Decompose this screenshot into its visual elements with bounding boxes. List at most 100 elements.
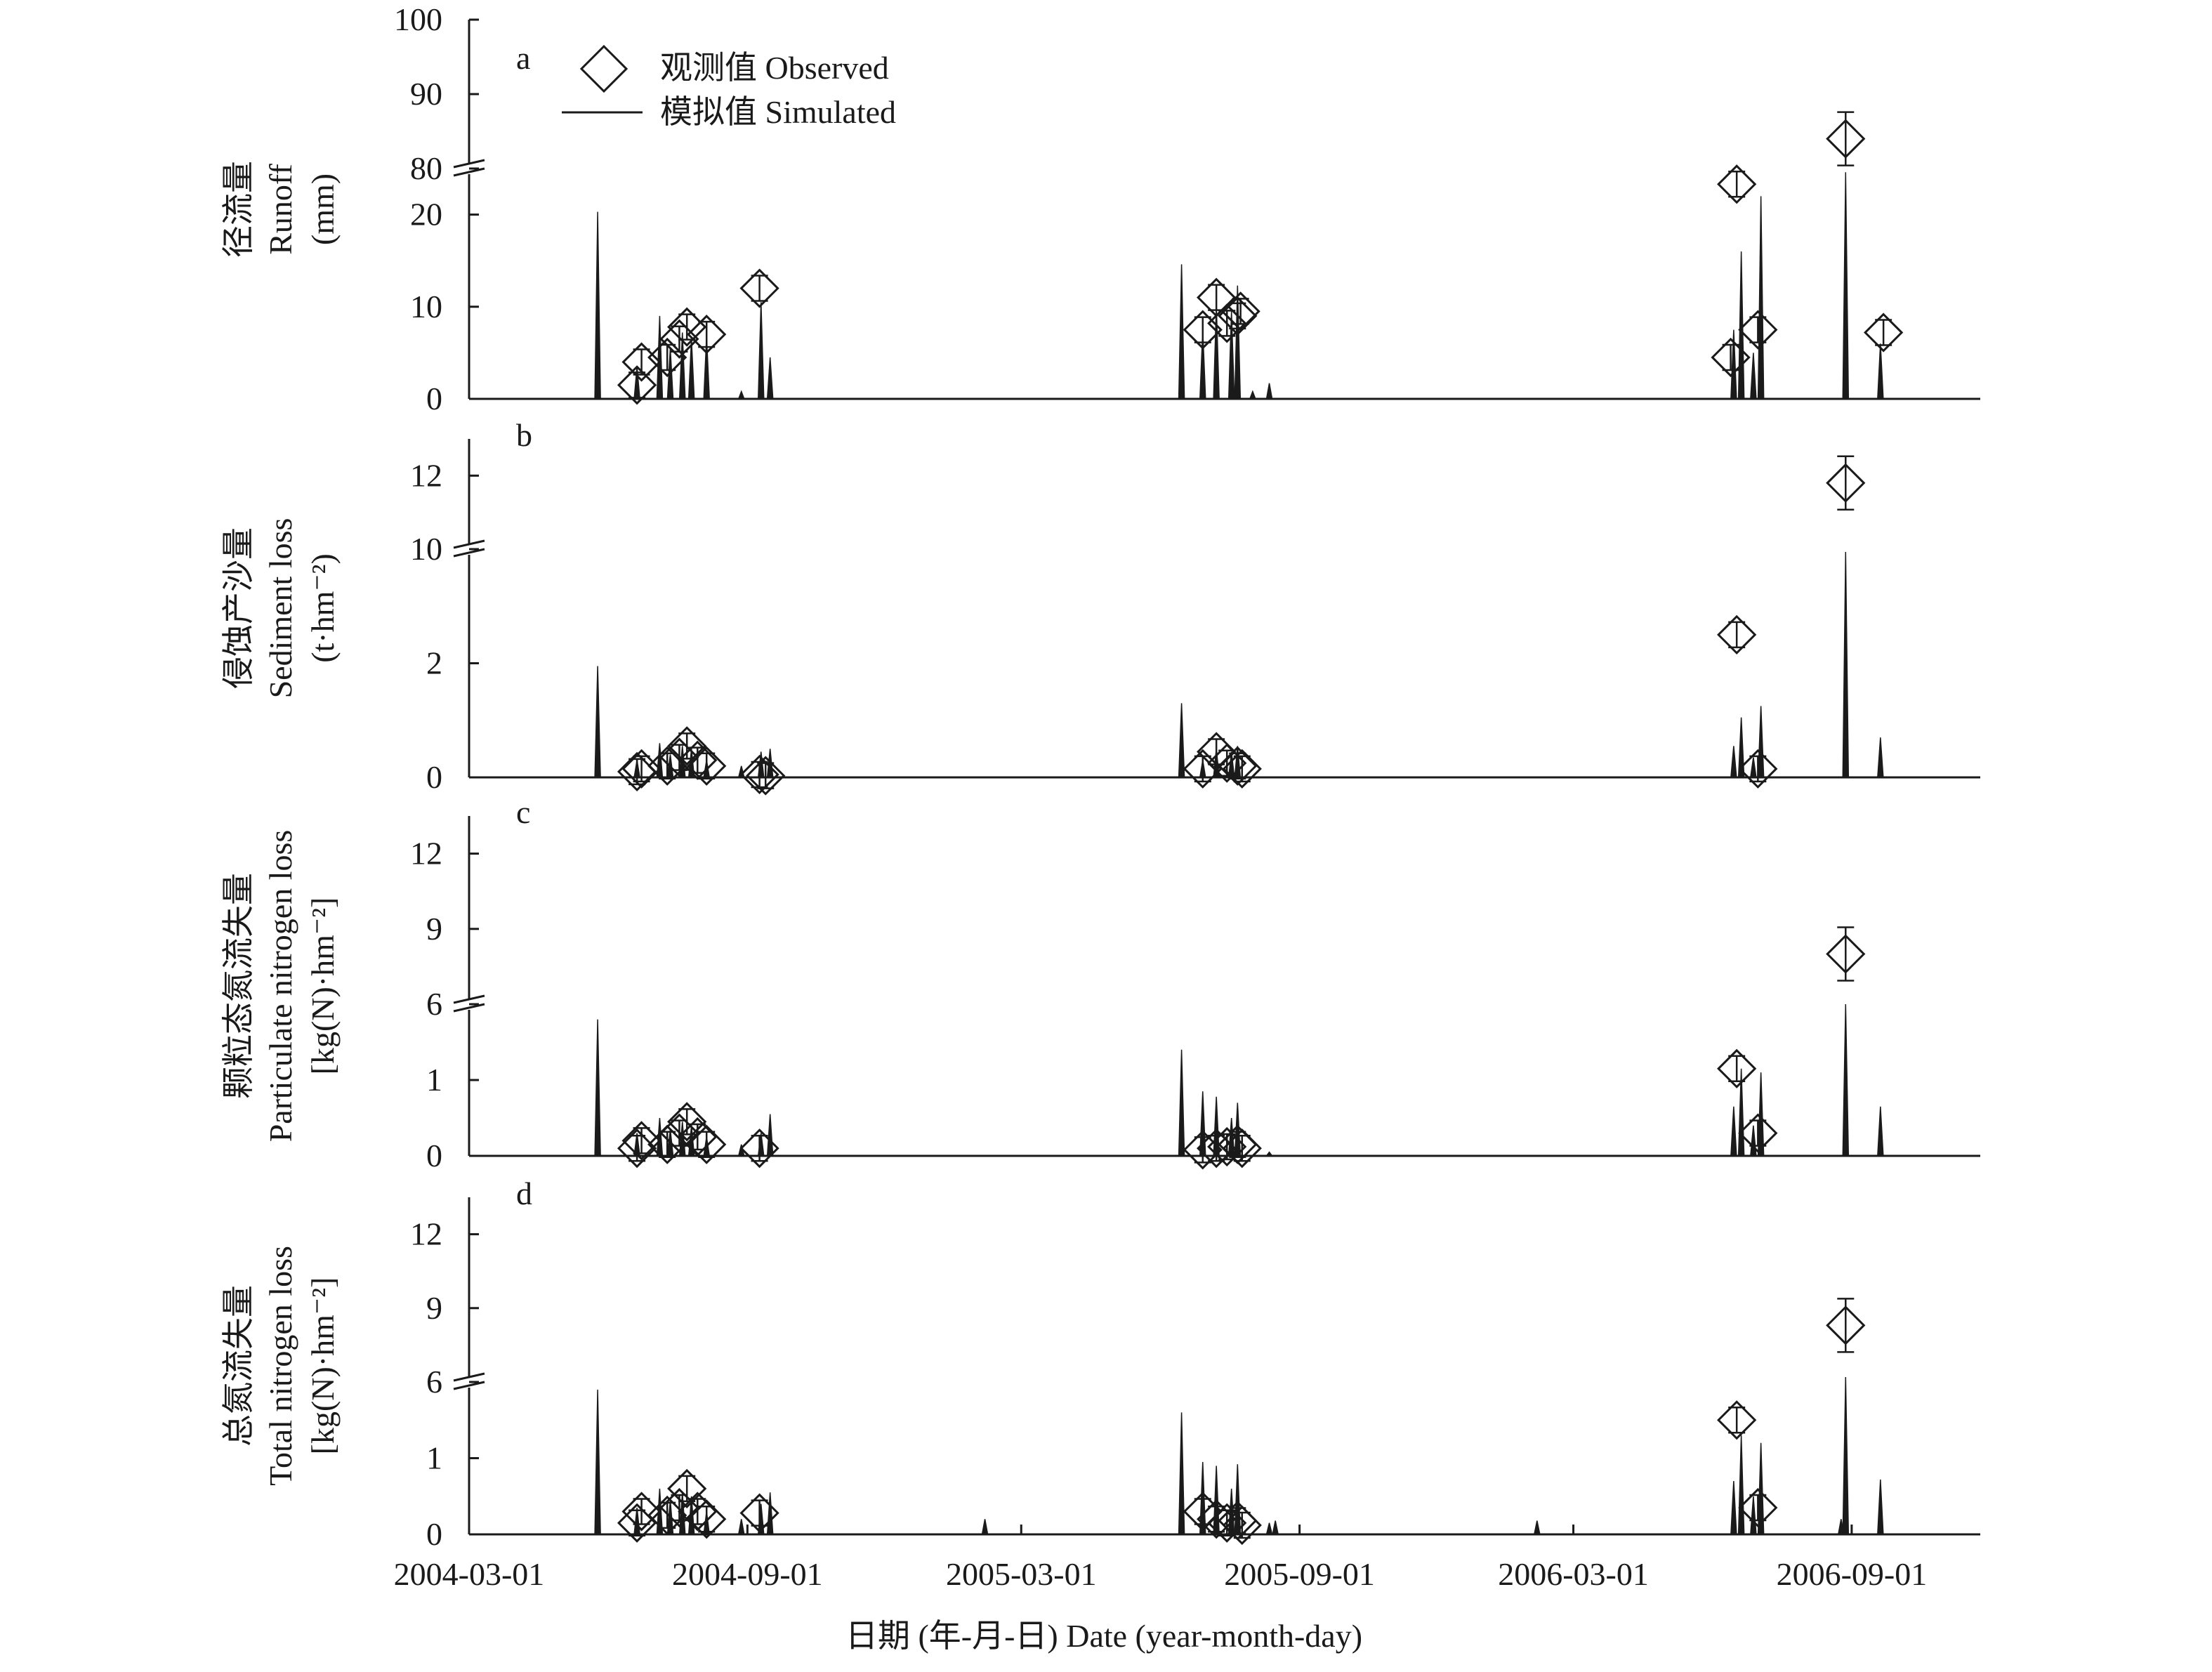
simulated-spike [1750, 757, 1757, 778]
simulated-spike [678, 332, 686, 400]
observed-point [1218, 296, 1258, 336]
observed-point [1826, 463, 1866, 503]
observed-point [1183, 1492, 1223, 1532]
observed-point [1738, 310, 1778, 350]
observed-point [687, 1124, 727, 1164]
simulated-spike [1730, 1481, 1737, 1535]
observed-point [1183, 749, 1223, 789]
observed-point [1826, 1305, 1866, 1345]
simulated-spike [1757, 1442, 1765, 1535]
observed-point [1738, 749, 1778, 789]
observed-point [687, 746, 727, 786]
observed-point [1222, 749, 1262, 789]
y-axis-label: Sediment loss [263, 518, 298, 699]
panel-d: 0 1 6 9 12 d 总氮流失量 Total nitrogen loss [kg(N)·hm… [220, 1176, 1980, 1552]
axis-break-mark [453, 167, 485, 177]
observed-point [1711, 337, 1751, 378]
legend: 观测值 Observed 模拟值 Simulated [562, 44, 896, 130]
y-tick-label: 100 [394, 1, 442, 37]
observed-point [1220, 291, 1260, 331]
simulated-spike [1737, 717, 1745, 778]
observed-point [1183, 310, 1223, 350]
x-axis-label: 日期 (年-月-日) Date (year-month-day) [845, 1618, 1362, 1654]
simulated-spike [1178, 264, 1185, 400]
observed-point [1717, 1048, 1757, 1088]
observed-point [621, 1121, 661, 1161]
observed-point [659, 1113, 699, 1153]
simulated-spike [1730, 329, 1737, 400]
simulated-spike [1842, 1376, 1850, 1535]
axis-break-mark [453, 1003, 485, 1013]
observed-point [621, 1492, 661, 1532]
simulated-spike [1757, 706, 1765, 778]
x-axis: 2004-03-01 2004-09-01 2005-03-01 2005-09-01… [394, 1525, 1927, 1592]
observed-point [1738, 1113, 1778, 1153]
y-tick-label: 6 [426, 986, 442, 1022]
y-axis-label: 侵蚀产沙量 [220, 527, 256, 689]
y-tick-label: 0 [426, 1516, 442, 1552]
axis-break-mark [453, 1372, 485, 1382]
simulated-spike [1750, 1496, 1757, 1535]
simulated-spike [1842, 172, 1850, 400]
y-axis-label: Total nitrogen loss [263, 1246, 298, 1486]
simulated-spike [687, 338, 695, 400]
observed-point [1717, 1400, 1757, 1440]
observed-point [1218, 746, 1258, 786]
observed-point [659, 737, 699, 777]
x-tick-label: 2005-03-01 [946, 1556, 1097, 1592]
y-tick-label: 0 [426, 1138, 442, 1173]
x-tick-label: 2005-09-01 [1224, 1556, 1375, 1592]
simulated-spike [1750, 1125, 1757, 1157]
legend-simulated-label: 模拟值 Simulated [660, 94, 896, 130]
observed-point [667, 726, 707, 766]
axis-break-mark [453, 1381, 485, 1390]
y-tick-label: 80 [410, 150, 442, 186]
simulated-spike [1877, 737, 1884, 778]
simulated-spike [1842, 552, 1850, 778]
panel-label: c [516, 794, 530, 830]
x-tick-label: 2006-03-01 [1498, 1556, 1649, 1592]
observed-point [1717, 164, 1757, 204]
simulated-spike [1199, 329, 1206, 400]
simulated-spike [1877, 343, 1884, 400]
observed-point [667, 1468, 707, 1509]
simulated-spike [594, 1389, 601, 1535]
simulated-spike [1249, 390, 1256, 400]
y-axis-label: Particulate nitrogen loss [263, 830, 298, 1143]
axis-break-mark [453, 539, 485, 549]
simulated-spike [1265, 383, 1273, 400]
observed-point [1864, 312, 1904, 353]
observed-point [1207, 1503, 1247, 1543]
observed-point [1197, 1499, 1237, 1539]
observed-point [1207, 1126, 1247, 1167]
y-tick-label: 12 [410, 836, 442, 871]
panel-label: b [516, 417, 532, 453]
simulated-spike [737, 390, 745, 400]
simulated-spike [1533, 1520, 1541, 1535]
observed-point [1183, 1130, 1223, 1170]
simulated-spike [737, 1519, 745, 1535]
axis-break-mark [453, 159, 485, 169]
simulated-spike [1877, 1106, 1884, 1157]
panel-label: a [516, 40, 530, 76]
y-axis-label: 颗粒态氮流失量 [220, 873, 256, 1099]
y-tick-label: 12 [410, 1216, 442, 1252]
simulated-spike [757, 302, 765, 400]
panel-label: d [516, 1176, 532, 1211]
observed-point [617, 365, 657, 405]
y-tick-label: 9 [426, 1290, 442, 1326]
simulated-spike [766, 357, 774, 400]
observed-point [1826, 934, 1866, 974]
simulated-spike [1750, 353, 1757, 400]
observed-point [678, 1117, 718, 1157]
simulated-spike [1877, 1479, 1884, 1535]
observed-point [739, 268, 779, 308]
observed-point [659, 319, 699, 359]
simulated-spike [1757, 1072, 1765, 1157]
simulated-spike [1265, 1522, 1273, 1535]
simulated-spike [1234, 285, 1242, 400]
simulated-spike [981, 1519, 989, 1535]
observed-point [687, 315, 727, 355]
panel-a: 0 10 20 80 90 100 a 径流量 Runoff (mm) [220, 1, 1980, 416]
observed-point [739, 1493, 779, 1533]
